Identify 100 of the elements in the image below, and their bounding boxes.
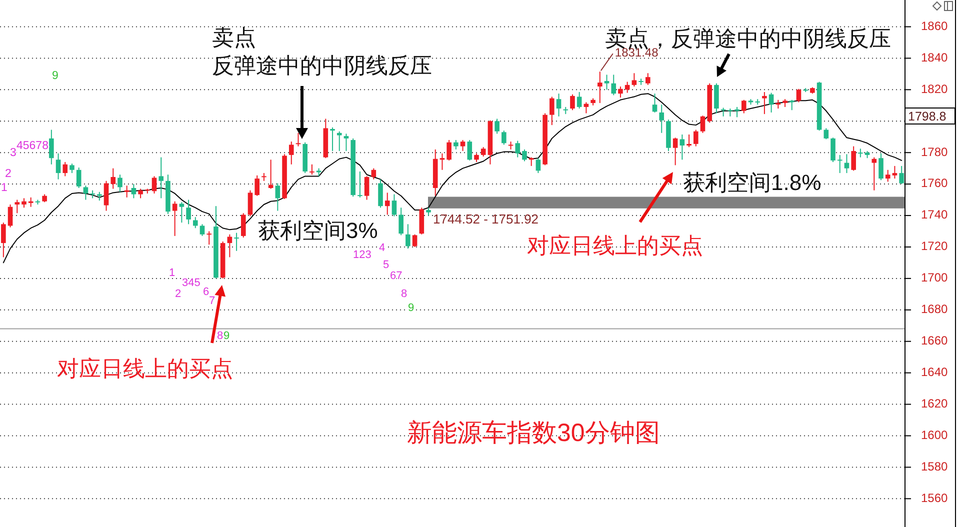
candlestick (234, 232, 239, 252)
candlestick (844, 154, 850, 174)
candlestick (652, 93, 658, 113)
y-tick-label: 1700 (921, 270, 948, 285)
candlestick (83, 185, 88, 200)
candlestick (502, 130, 506, 146)
candlestick (556, 93, 562, 117)
annotation: 反弹途中的中阴线反压 (212, 53, 432, 78)
candlestick (796, 88, 802, 103)
y-tick-label: 1740 (921, 208, 948, 222)
candlestick (508, 141, 514, 150)
candlestick (837, 154, 842, 174)
candlestick (336, 130, 342, 152)
y-tick-label: 1860 (921, 18, 948, 33)
candlestick (406, 224, 410, 250)
candlestick (384, 192, 390, 216)
candlestick (131, 184, 136, 199)
candlestick (440, 152, 445, 170)
annotation: 8 (217, 330, 224, 342)
candlestick (741, 99, 746, 114)
annotation: 67 (390, 270, 402, 282)
candlestick (700, 115, 706, 134)
candlestick (392, 194, 397, 217)
candlestick (206, 230, 212, 246)
candlestick (1, 222, 6, 258)
candlestick (56, 152, 61, 180)
annotation: 9 (52, 70, 58, 82)
candlestick (762, 92, 767, 115)
y-tick-label: 1760 (921, 176, 948, 190)
candlestick (152, 176, 157, 194)
candlestick (460, 140, 466, 152)
candlestick (28, 196, 34, 208)
annotation: 4 (379, 242, 386, 254)
candlestick (480, 146, 486, 158)
y-tick-label: 1660 (921, 334, 948, 348)
candlestick (8, 204, 13, 228)
annotation: 获利空间1.8% (683, 170, 822, 195)
candlestick (632, 72, 637, 88)
candlestick (22, 198, 26, 208)
candlestick (467, 140, 472, 161)
candlestick (62, 162, 68, 177)
candlestick (371, 168, 376, 180)
candlestick (330, 126, 335, 152)
y-tick-label: 1780 (921, 144, 948, 159)
candlestick (604, 74, 610, 90)
candlestick (618, 86, 623, 98)
candlestick (70, 163, 74, 174)
annotation: 2 (5, 168, 12, 180)
candlestick (768, 92, 774, 113)
annotation: 卖点 (212, 25, 256, 50)
annotation: 5 (383, 259, 390, 271)
band-label: 1744.52 - 1751.92 (433, 211, 539, 226)
candlestick (454, 140, 458, 150)
candlestick (598, 71, 602, 104)
y-tick-label: 1560 (921, 490, 948, 505)
candlestick (138, 188, 143, 199)
candlestick (686, 134, 692, 148)
candlestick (570, 94, 575, 111)
candlestick (118, 174, 122, 192)
candlestick (358, 170, 362, 198)
candlestick (872, 156, 877, 191)
candlestick (646, 72, 650, 86)
candlestick (200, 224, 205, 236)
candlestick (824, 128, 829, 140)
candlestick (193, 216, 198, 229)
candlestick (49, 129, 54, 165)
annotation: 8 (401, 288, 408, 300)
candlestick (248, 190, 253, 217)
y-tick-label: 1720 (921, 239, 948, 254)
candlestick (310, 164, 314, 176)
candlestick (576, 92, 582, 110)
y-tick-label: 1580 (921, 459, 948, 474)
y-tick-label: 1680 (921, 302, 948, 316)
annotation: 9 (408, 302, 414, 314)
candlestick (344, 133, 349, 152)
candlestick (398, 207, 404, 236)
candlestick (892, 165, 898, 180)
candlestick (680, 134, 685, 160)
candlestick (240, 212, 246, 238)
y-tick-label: 1820 (921, 82, 948, 96)
y-tick-label: 1620 (921, 396, 948, 410)
candlestick (288, 141, 294, 165)
candlestick (76, 167, 82, 188)
candlestick (412, 234, 418, 248)
candlestick (728, 108, 733, 117)
text: 1798.8 (908, 110, 946, 124)
candlestick (179, 202, 184, 224)
candlestick (275, 182, 280, 212)
candlestick (494, 118, 500, 134)
annotation: 67 (203, 286, 216, 307)
y-tick-label: 1600 (921, 428, 948, 442)
candlestick (734, 106, 740, 118)
candlestick (611, 74, 616, 96)
candlestick (378, 178, 383, 208)
annotation: 对应日线上的买点 (527, 233, 703, 258)
candlestick (172, 200, 178, 236)
candlestick (268, 159, 274, 190)
annotation: 获利空间3% (258, 218, 378, 243)
candlestick (104, 180, 109, 212)
annotation: 345678 (10, 140, 48, 159)
